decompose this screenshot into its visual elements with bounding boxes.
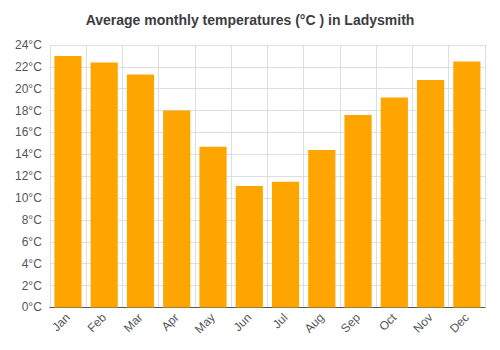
svg-text:10°C: 10°C [15,191,42,205]
svg-text:14°C: 14°C [15,147,42,161]
svg-text:12°C: 12°C [15,169,42,183]
svg-text:Apr: Apr [159,311,182,334]
svg-text:16°C: 16°C [15,125,42,139]
svg-text:Mar: Mar [121,311,146,335]
svg-text:Feb: Feb [85,310,110,335]
svg-text:24°C: 24°C [15,38,42,52]
svg-text:Dec: Dec [447,311,472,336]
svg-text:Jun: Jun [231,311,255,335]
svg-text:Nov: Nov [411,311,436,336]
svg-text:6°C: 6°C [22,235,42,249]
svg-text:2°C: 2°C [22,279,42,293]
svg-text:Sep: Sep [338,310,363,335]
svg-text:Oct: Oct [376,310,400,334]
svg-text:Jul: Jul [270,311,291,332]
svg-text:Jan: Jan [49,311,73,335]
svg-text:4°C: 4°C [22,257,42,271]
svg-text:0°C: 0°C [22,300,42,314]
svg-text:8°C: 8°C [22,213,42,227]
svg-text:20°C: 20°C [15,82,42,96]
svg-text:Aug: Aug [302,311,327,336]
svg-text:22°C: 22°C [15,60,42,74]
svg-text:May: May [192,311,218,337]
svg-text:Average monthly temperatures (: Average monthly temperatures (°C ) in La… [86,12,415,28]
svg-text:18°C: 18°C [15,104,42,118]
